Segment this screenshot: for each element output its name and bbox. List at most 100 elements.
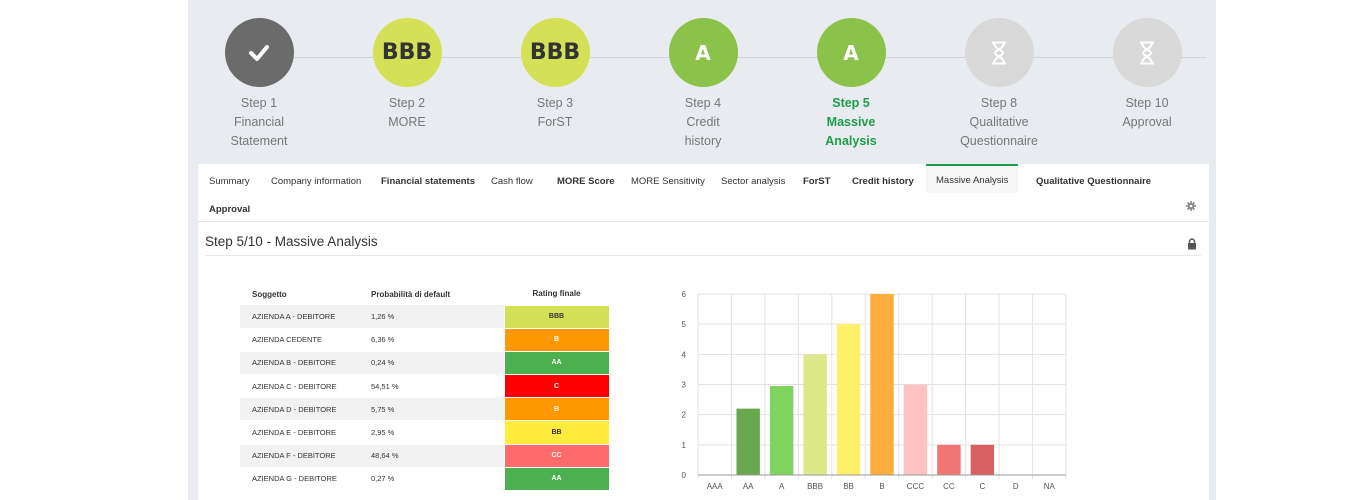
rating-cell: C [503,374,610,399]
hourglass-icon [1140,41,1154,64]
step-subtitle-line: Financial [233,115,285,129]
bar-c [970,444,995,475]
step-subtitle-line: Questionnaire [960,134,1038,148]
table-row[interactable]: AZIENDA F - DEBITORE 48,64 % CC [240,443,610,468]
content-panel: Summary Company information Financial stat… [198,164,1209,500]
gear-icon[interactable] [1186,201,1196,211]
column-header-pd: Probabilità di default [371,289,451,299]
step-3[interactable]: BBB Step 3 ForST [500,18,610,132]
tab-more-sensitivity[interactable]: MORE Sensitivity [631,176,705,187]
table-row[interactable]: AZIENDA E - DEBITORE 2,95 % BB [240,420,610,445]
table-row[interactable]: AZIENDA A - DEBITORE 1,26 % BBB [240,304,610,329]
x-tick-label: D [1013,482,1019,491]
bar-bb [836,324,861,475]
rating-cell: AA [503,466,610,492]
probability-cell: 5,75 % [359,397,504,422]
subject-cell: AZIENDA D - DEBITORE [240,397,359,422]
y-tick-label: 6 [682,290,687,299]
bar-bbb [803,354,827,475]
step-label: Step 5 Massive Analysis [796,94,906,151]
step-label: Step 4 Credit history [648,94,758,151]
step-circle[interactable] [1112,18,1182,87]
tab-company-information[interactable]: Company information [271,176,362,187]
subject-cell: AZIENDA CEDENTE [240,328,359,352]
table-row[interactable]: AZIENDA C - DEBITORE 54,51 % C [240,374,610,399]
probability-cell: 0,27 % [359,467,504,492]
y-tick-label: 1 [682,441,687,450]
rating-cell: AA [503,350,610,376]
table-row[interactable]: AZIENDA D - DEBITORE 5,75 % B [240,397,610,422]
tab-summary[interactable]: Summary [209,176,250,187]
step-circle[interactable]: BBB [520,18,590,87]
subject-cell: AZIENDA C - DEBITORE [240,374,359,399]
rating-cell: B [503,327,610,352]
step-title: Step 3 [536,96,574,110]
step-title: Step 10 [1125,96,1169,110]
step-5[interactable]: A Step 5 Massive Analysis [796,18,906,151]
bar-a [769,386,794,475]
step-subtitle-line: Massive [826,115,876,129]
step-rating-badge: BBB [529,40,581,65]
subject-cell: AZIENDA F - DEBITORE [240,444,359,468]
step-subtitle-line: Analysis [825,134,877,148]
probability-cell: 54,51 % [359,374,504,399]
x-tick-label: BB [843,482,854,491]
step-circle[interactable] [964,18,1034,87]
y-tick-label: 0 [682,471,687,480]
step-1[interactable]: Step 1 Financial Statement [204,18,314,151]
table-header-row: Soggetto Probabilità di default Rating f… [240,283,609,305]
bar-cc [937,444,961,475]
step-title: Step 5 [832,96,870,110]
tab-sector-analysis[interactable]: Sector analysis [721,176,786,187]
workflow-stepper: Step 1 Financial Statement BBB Step 2 MORE BBB… [188,0,1216,164]
step-7[interactable]: Step 10 Approval [1092,18,1202,132]
x-tick-label: B [879,482,884,491]
table-row[interactable]: AZIENDA G - DEBITORE 0,27 % AA [240,466,610,492]
step-circle[interactable]: A [668,18,738,87]
x-tick-label: A [779,482,785,491]
step-4[interactable]: A Step 4 Credit history [648,18,758,151]
section-divider [205,255,1201,256]
x-tick-label: AAA [707,482,724,491]
step-circle[interactable]: BBB [372,18,442,87]
step-rating-badge: A [695,40,711,65]
rating-table: Soggetto Probabilità di default Rating f… [240,283,610,492]
section-title: Step 5/10 - Massive Analysis [205,234,378,249]
step-subtitle-line: Qualitative [969,115,1029,129]
step-subtitle-line: MORE [388,115,426,129]
table-row[interactable]: AZIENDA B - DEBITORE 0,24 % AA [240,350,610,376]
y-tick-label: 2 [682,411,687,420]
tab-approval[interactable]: Approval [209,204,251,215]
tab-forst[interactable]: ForST [803,176,831,187]
tab-financial-statements[interactable]: Financial statements [381,176,475,187]
step-rating-badge: A [843,40,859,65]
step-title: Step 1 [240,96,278,110]
rating-cell: CC [503,443,610,468]
x-tick-label: AA [743,482,754,491]
x-tick-label: NA [1044,482,1056,491]
table-row[interactable]: AZIENDA CEDENTE 6,36 % B [240,327,610,352]
tab-more-score[interactable]: MORE Score [557,176,615,187]
bar-ccc [903,384,928,475]
step-subtitle-line: Statement [230,134,288,148]
step-subtitle-line: Credit [686,115,720,129]
tab-bar: Summary Company information Financial stat… [198,164,1209,222]
column-header-rating: Rating finale [532,289,581,299]
step-6[interactable]: Step 8 Qualitative Questionnaire [944,18,1054,151]
step-title: Step 4 [684,96,722,110]
step-title: Step 2 [388,96,426,110]
tab-qualitative-questionnaire[interactable]: Qualitative Questionnaire [1036,176,1152,187]
tab-cash-flow[interactable]: Cash flow [491,176,533,187]
step-2[interactable]: BBB Step 2 MORE [352,18,462,132]
y-tick-label: 5 [682,320,687,329]
step-subtitle-line: history [684,134,722,148]
tab-credit-history[interactable]: Credit history [852,176,914,187]
x-tick-label: BBB [807,482,823,491]
x-tick-label: C [979,482,985,491]
bar-aa [736,408,760,475]
tab-massive-analysis[interactable]: Massive Analysis [926,164,1019,193]
step-circle[interactable]: A [816,18,886,87]
step-circle[interactable] [224,18,294,87]
y-tick-label: 3 [682,381,687,390]
